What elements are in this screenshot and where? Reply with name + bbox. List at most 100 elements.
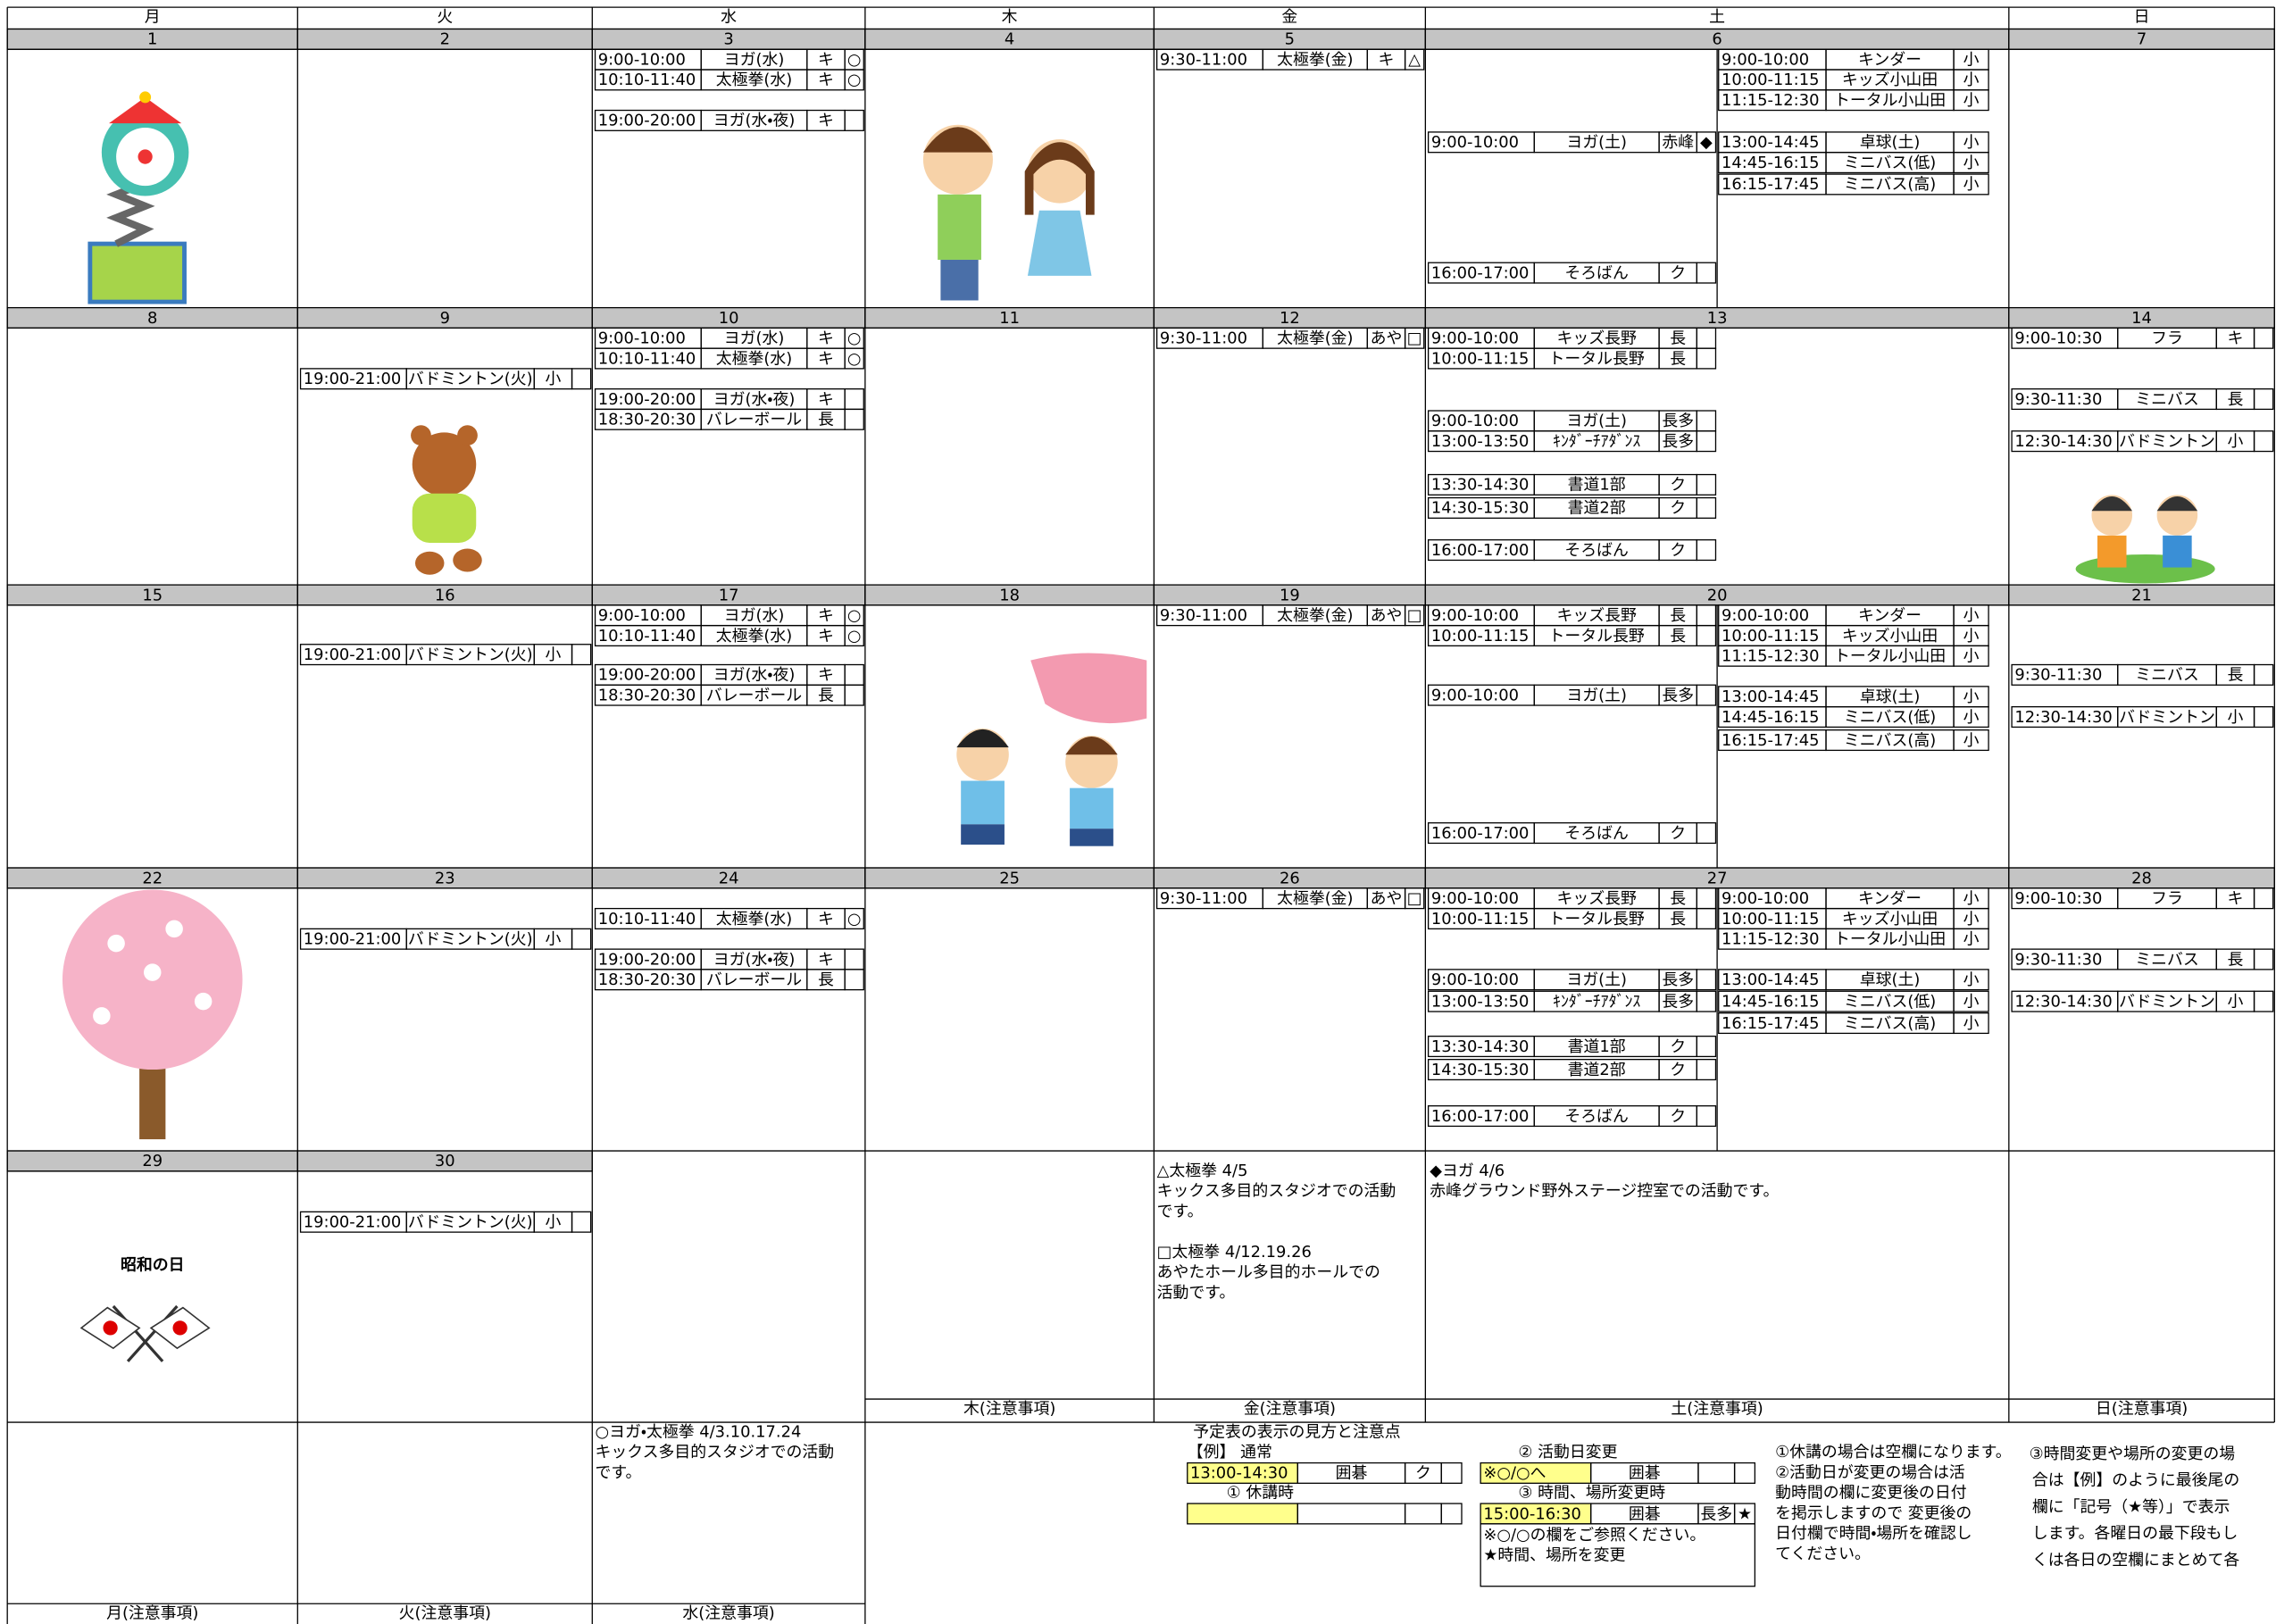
text: あや [1371, 606, 1403, 625]
text: □ [1407, 329, 1422, 348]
clown-illustration [88, 91, 189, 304]
text: ミニバス(高) [1844, 731, 1936, 750]
text: 5 [1285, 30, 1295, 49]
text: 16:15-17:45 [1722, 1014, 1819, 1033]
text: 3 [723, 30, 733, 49]
text: 小 [1963, 154, 1980, 172]
text: 長多 [1662, 412, 1694, 430]
text: 長 [1670, 606, 1686, 625]
text: 太極拳(金) [1277, 50, 1353, 69]
text: バレーボール [706, 970, 802, 989]
text: トータル長野 [1549, 627, 1645, 645]
children-illustration [2075, 495, 2215, 584]
text: 7 [2137, 30, 2147, 49]
text: 8 [147, 309, 157, 328]
text: 14:45-16:15 [1722, 708, 1819, 727]
entry-cell [1953, 1012, 1989, 1035]
text: 長多 [1662, 992, 1694, 1011]
text: 10:10-11:40 [598, 627, 696, 645]
text: 9:00-10:00 [1431, 412, 1519, 430]
text: ミニバス(高) [1844, 1014, 1936, 1033]
legend-cell [1440, 1462, 1463, 1484]
cherry-tree-illustration [62, 889, 243, 1140]
text: 10:10-11:40 [598, 71, 696, 89]
text: 27 [1707, 869, 1728, 887]
text: 長 [818, 970, 834, 989]
text: 10:00-11:15 [1722, 627, 1819, 645]
text: 長 [1670, 329, 1686, 348]
text: あや [1371, 329, 1403, 348]
text: キ [818, 50, 834, 69]
entry-cell [571, 644, 592, 666]
entry-cell [844, 684, 864, 706]
text: 28 [2131, 869, 2152, 887]
entry-cell [844, 347, 864, 370]
text: 16:15-17:45 [1722, 731, 1819, 750]
text: 小 [1963, 731, 1980, 750]
text: 小 [1963, 50, 1980, 69]
text: 9:00-10:00 [1431, 686, 1519, 704]
text: 合は【例】のように最後尾の [2032, 1471, 2239, 1490]
text: キ [818, 390, 834, 409]
text: △太極拳 4/5 [1157, 1162, 1248, 1180]
text: 小 [1963, 647, 1980, 666]
entry-cell [2253, 990, 2274, 1012]
text: ミニバス(低) [1844, 708, 1936, 727]
text: 小 [2227, 432, 2243, 451]
text: キ [818, 112, 834, 130]
text: 16:15-17:45 [1722, 175, 1819, 194]
text: 26 [1280, 869, 1300, 887]
text: □ [1407, 889, 1422, 908]
text: キ [818, 666, 834, 685]
entry-cell [844, 624, 864, 647]
text: 活動です。 [1157, 1283, 1236, 1302]
entry-cell [844, 69, 864, 91]
text: 10:00-11:15 [1722, 71, 1819, 89]
text: 9:00-10:00 [1431, 889, 1519, 908]
text: 日付欄で時間・場所を確認し [1775, 1524, 1972, 1543]
text: トータル小山田 [1834, 647, 1946, 666]
text: ヨガ(水) [724, 50, 785, 69]
text: ク [1415, 1464, 1431, 1483]
text: 月(注意事項) [106, 1604, 198, 1623]
text: 13:00-14:45 [1722, 133, 1819, 152]
entry-cell [1953, 729, 1989, 752]
text: 月 [145, 8, 161, 27]
text: 14:30-15:30 [1431, 499, 1529, 518]
text: 長 [1670, 910, 1686, 929]
text: 小 [545, 1213, 561, 1232]
text: 18 [999, 586, 1020, 604]
text: 日(注意事項) [2096, 1399, 2188, 1418]
legend-cell [1187, 1503, 1298, 1525]
text: 18:30-20:30 [598, 686, 696, 704]
text: 16 [435, 586, 455, 604]
text: 長 [1670, 627, 1686, 645]
text: ヨガ(水) [724, 329, 785, 348]
entry-cell [1696, 969, 1717, 991]
text: 長多 [1700, 1504, 1732, 1523]
text: 赤峰 [1662, 133, 1694, 152]
text: フラ [2151, 889, 2183, 908]
text: 長 [1670, 889, 1686, 908]
text: ヨガ(土) [1566, 412, 1627, 430]
entry-cell [1696, 539, 1717, 562]
text: 10:00-11:15 [1431, 910, 1529, 929]
text: 卓球(土) [1860, 133, 1921, 152]
text: 13:00-14:45 [1722, 687, 1819, 706]
entry-cell [1953, 89, 1989, 112]
text: 太極拳(水) [716, 627, 792, 645]
text: キ [1379, 50, 1395, 69]
text: ★時間、場所を変更 [1483, 1546, 1625, 1565]
entry-cell [1696, 684, 1717, 706]
text: 水 [721, 8, 737, 27]
text: キックス多目的スタジオでの活動 [596, 1443, 835, 1462]
text: 10 [719, 309, 739, 328]
text: 14:45-16:15 [1722, 154, 1819, 172]
text: ク [1670, 1037, 1686, 1056]
text: 10:00-11:15 [1431, 627, 1529, 645]
entry-cell [844, 109, 864, 131]
text: 木 [1002, 8, 1018, 27]
text: 9:30-11:30 [2014, 390, 2102, 409]
text: ミニバス(低) [1844, 154, 1936, 172]
